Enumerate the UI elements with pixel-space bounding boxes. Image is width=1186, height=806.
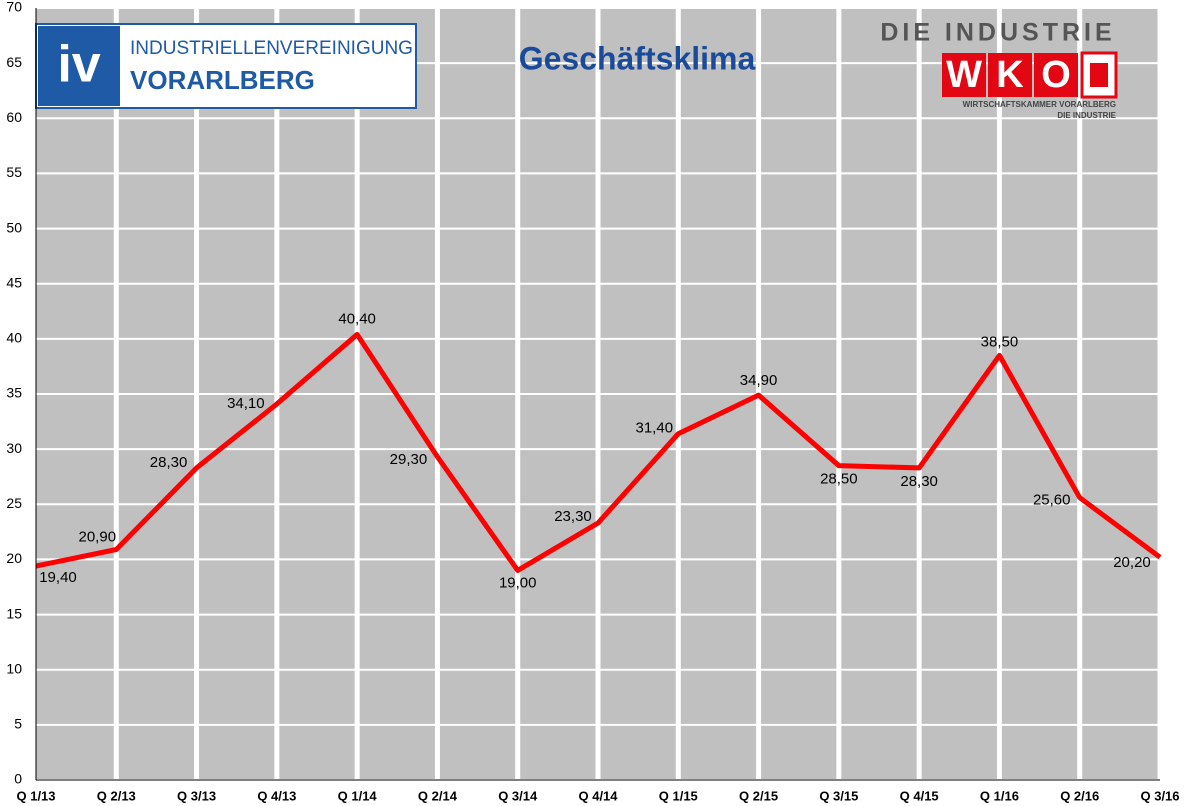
logo-letter: O bbox=[1041, 54, 1071, 96]
logo-letter: W bbox=[946, 54, 982, 96]
x-tick-label: Q 1/14 bbox=[338, 788, 378, 803]
y-tick-label: 50 bbox=[6, 219, 22, 235]
iv-logo: iv INDUSTRIELLENVEREINIGUNG VORARLBERG bbox=[35, 23, 417, 109]
logo-text: DIE INDUSTRIE bbox=[1057, 111, 1116, 120]
y-tick-label: 10 bbox=[6, 660, 22, 676]
y-tick-label: 20 bbox=[6, 550, 22, 566]
data-label: 29,30 bbox=[390, 451, 428, 468]
x-tick-label: Q 3/15 bbox=[819, 788, 858, 803]
x-tick-label: Q 2/14 bbox=[418, 788, 458, 803]
data-label: 19,40 bbox=[39, 569, 77, 586]
y-tick-label: 35 bbox=[6, 385, 22, 401]
data-label: 40,40 bbox=[338, 310, 376, 327]
data-label: 19,00 bbox=[499, 574, 537, 591]
data-label: 23,30 bbox=[554, 508, 592, 525]
x-tick-label: Q 2/15 bbox=[739, 788, 778, 803]
x-tick-label: Q 2/13 bbox=[97, 788, 136, 803]
logo-letter: K bbox=[996, 54, 1024, 96]
y-tick-label: 70 bbox=[6, 0, 22, 15]
x-tick-label: Q 3/16 bbox=[1140, 788, 1179, 803]
logo-square bbox=[988, 53, 1032, 97]
data-label: 34,90 bbox=[740, 372, 778, 389]
chart-title: Geschäftsklima bbox=[519, 40, 756, 76]
x-tick-label: Q 4/15 bbox=[900, 788, 939, 803]
y-tick-label: 25 bbox=[6, 495, 22, 511]
logo-crest bbox=[1090, 63, 1108, 87]
logo-square bbox=[1034, 53, 1078, 97]
data-label: 28,50 bbox=[820, 471, 858, 488]
logo-text: WIRTSCHAFTSKAMMER VORARLBERG bbox=[963, 100, 1116, 109]
data-label: 28,30 bbox=[900, 473, 938, 490]
y-tick-label: 5 bbox=[14, 716, 22, 732]
data-label: 31,40 bbox=[636, 420, 674, 437]
logo-square bbox=[38, 26, 120, 106]
data-label: 20,20 bbox=[1113, 554, 1151, 571]
y-tick-label: 15 bbox=[6, 605, 22, 621]
data-label: 34,10 bbox=[227, 395, 265, 412]
data-label: 28,30 bbox=[150, 454, 188, 471]
x-tick-label: Q 3/14 bbox=[498, 788, 538, 803]
data-label: 25,60 bbox=[1033, 492, 1071, 509]
x-tick-label: Q 2/16 bbox=[1060, 788, 1099, 803]
y-tick-label: 45 bbox=[6, 274, 22, 290]
x-tick-label: Q 4/13 bbox=[257, 788, 296, 803]
logo-text: INDUSTRIELLENVEREINIGUNG bbox=[130, 38, 413, 59]
logo-square bbox=[942, 53, 986, 97]
x-tick-label: Q 1/15 bbox=[659, 788, 698, 803]
y-tick-label: 0 bbox=[14, 771, 22, 787]
y-tick-label: 55 bbox=[6, 164, 22, 180]
y-tick-label: 40 bbox=[6, 330, 22, 346]
y-tick-label: 65 bbox=[6, 54, 22, 70]
y-tick-label: 60 bbox=[6, 109, 22, 125]
y-tick-label: 30 bbox=[6, 440, 22, 456]
data-label: 38,50 bbox=[981, 333, 1019, 350]
x-tick-label: Q 4/14 bbox=[578, 788, 618, 803]
logo-text: DIE INDUSTRIE bbox=[880, 19, 1115, 47]
x-tick-label: Q 1/16 bbox=[980, 788, 1019, 803]
logo-text: VORARLBERG bbox=[130, 65, 315, 95]
x-tick-label: Q 1/13 bbox=[16, 788, 55, 803]
logo-mark: iv bbox=[57, 36, 100, 94]
data-label: 20,90 bbox=[79, 528, 117, 545]
data-line bbox=[35, 331, 1162, 573]
x-tick-label: Q 3/13 bbox=[177, 788, 216, 803]
wko-logo: DIE INDUSTRIE W K O WIRTSCHAFTSKAMMER VO… bbox=[880, 19, 1118, 120]
